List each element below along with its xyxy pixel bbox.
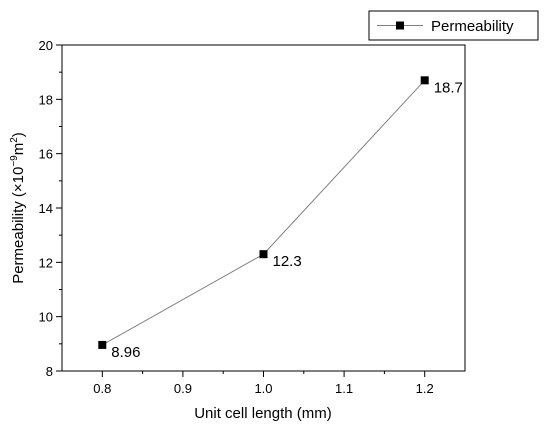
- x-tick-label: 1.1: [335, 381, 353, 396]
- y-axis-label-main: Permeability (×10: [10, 167, 27, 284]
- y-axis-label-close: ): [10, 132, 27, 137]
- legend-marker: [396, 21, 404, 30]
- series-layer: 8.96 12.3 18.7: [98, 76, 463, 361]
- data-label: 8.96: [111, 344, 140, 361]
- y-tick-label: 16: [39, 147, 53, 162]
- x-axis: 0.8 0.9 1.0 1.1 1.2: [93, 371, 434, 396]
- data-label: 12.3: [273, 253, 302, 270]
- plot-frame: [61, 44, 466, 372]
- x-axis-label: Unit cell length (mm): [194, 405, 332, 422]
- x-tick-label: 0.8: [93, 381, 111, 396]
- y-tick-label: 8: [46, 364, 53, 379]
- data-point: [259, 250, 268, 259]
- y-axis-label-unit: m: [10, 143, 27, 156]
- y-tick-label: 12: [39, 255, 53, 270]
- legend: Permeability: [368, 10, 539, 41]
- series-line: [102, 79, 426, 346]
- x-tick-label: 0.9: [174, 381, 192, 396]
- y-tick-label: 20: [39, 38, 53, 53]
- data-label: 18.7: [434, 79, 463, 96]
- legend-label: Permeability: [431, 18, 514, 35]
- y-axis: 8 10 12 14 16 18 20: [39, 38, 62, 379]
- x-tick-label: 1.2: [416, 381, 434, 396]
- y-tick-label: 10: [39, 310, 53, 325]
- x-tick-label: 1.0: [254, 381, 272, 396]
- y-tick-label: 14: [39, 201, 53, 216]
- y-axis-label-unit-exponent: 2: [9, 137, 20, 143]
- y-axis-label: Permeability (×10−9m2): [9, 132, 27, 284]
- data-point: [98, 340, 107, 349]
- y-tick-label: 18: [39, 92, 53, 107]
- data-point: [420, 76, 429, 85]
- y-axis-label-exponent: −9: [9, 155, 20, 167]
